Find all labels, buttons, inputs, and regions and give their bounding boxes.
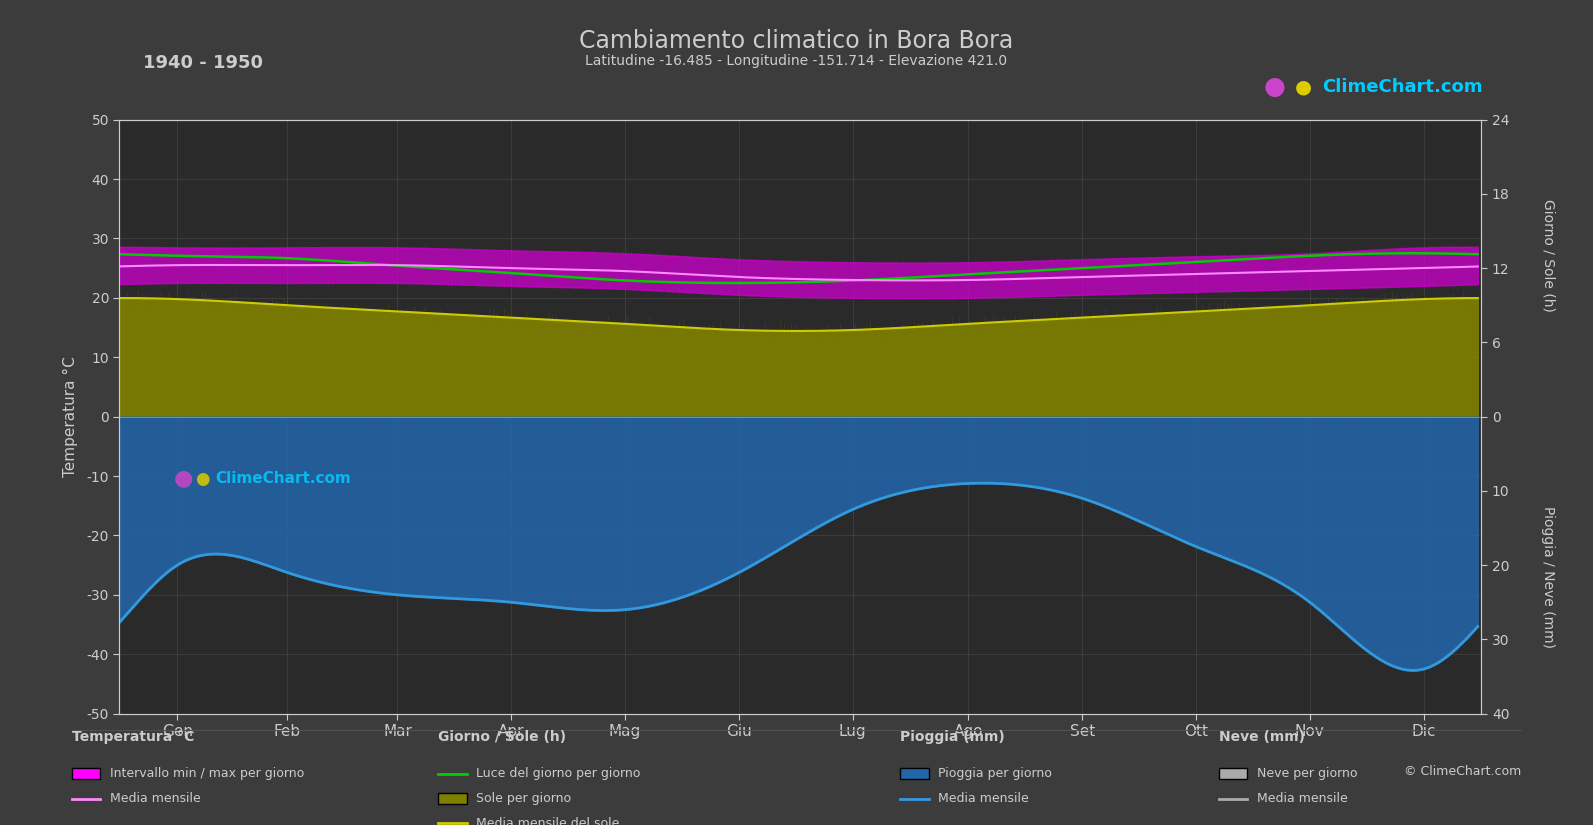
Text: ●: ● [1295,77,1311,97]
Text: Latitudine -16.485 - Longitudine -151.714 - Elevazione 421.0: Latitudine -16.485 - Longitudine -151.71… [586,54,1007,68]
Text: Pioggia / Neve (mm): Pioggia / Neve (mm) [1542,507,1555,648]
Text: Giorno / Sole (h): Giorno / Sole (h) [438,730,566,743]
Text: Media mensile: Media mensile [938,792,1029,805]
Text: Neve (mm): Neve (mm) [1219,730,1305,743]
Text: Sole per giorno: Sole per giorno [476,792,572,805]
Text: Media mensile del sole: Media mensile del sole [476,817,620,825]
Text: © ClimeChart.com: © ClimeChart.com [1403,765,1521,778]
Text: ●: ● [174,469,193,488]
Text: Cambiamento climatico in Bora Bora: Cambiamento climatico in Bora Bora [580,29,1013,53]
Text: ClimeChart.com: ClimeChart.com [215,471,350,486]
Text: Pioggia per giorno: Pioggia per giorno [938,767,1051,780]
Text: Temperatura °C: Temperatura °C [72,730,194,743]
Text: 1940 - 1950: 1940 - 1950 [143,54,263,72]
Text: Media mensile: Media mensile [110,792,201,805]
Text: Giorno / Sole (h): Giorno / Sole (h) [1542,200,1555,312]
Text: Neve per giorno: Neve per giorno [1257,767,1357,780]
Text: ●: ● [194,469,210,488]
Text: Luce del giorno per giorno: Luce del giorno per giorno [476,767,640,780]
Text: Intervallo min / max per giorno: Intervallo min / max per giorno [110,767,304,780]
Y-axis label: Temperatura °C: Temperatura °C [64,356,78,477]
Text: ClimeChart.com: ClimeChart.com [1322,78,1483,96]
Text: Media mensile: Media mensile [1257,792,1348,805]
Text: Pioggia (mm): Pioggia (mm) [900,730,1005,743]
Text: ●: ● [1263,74,1286,99]
